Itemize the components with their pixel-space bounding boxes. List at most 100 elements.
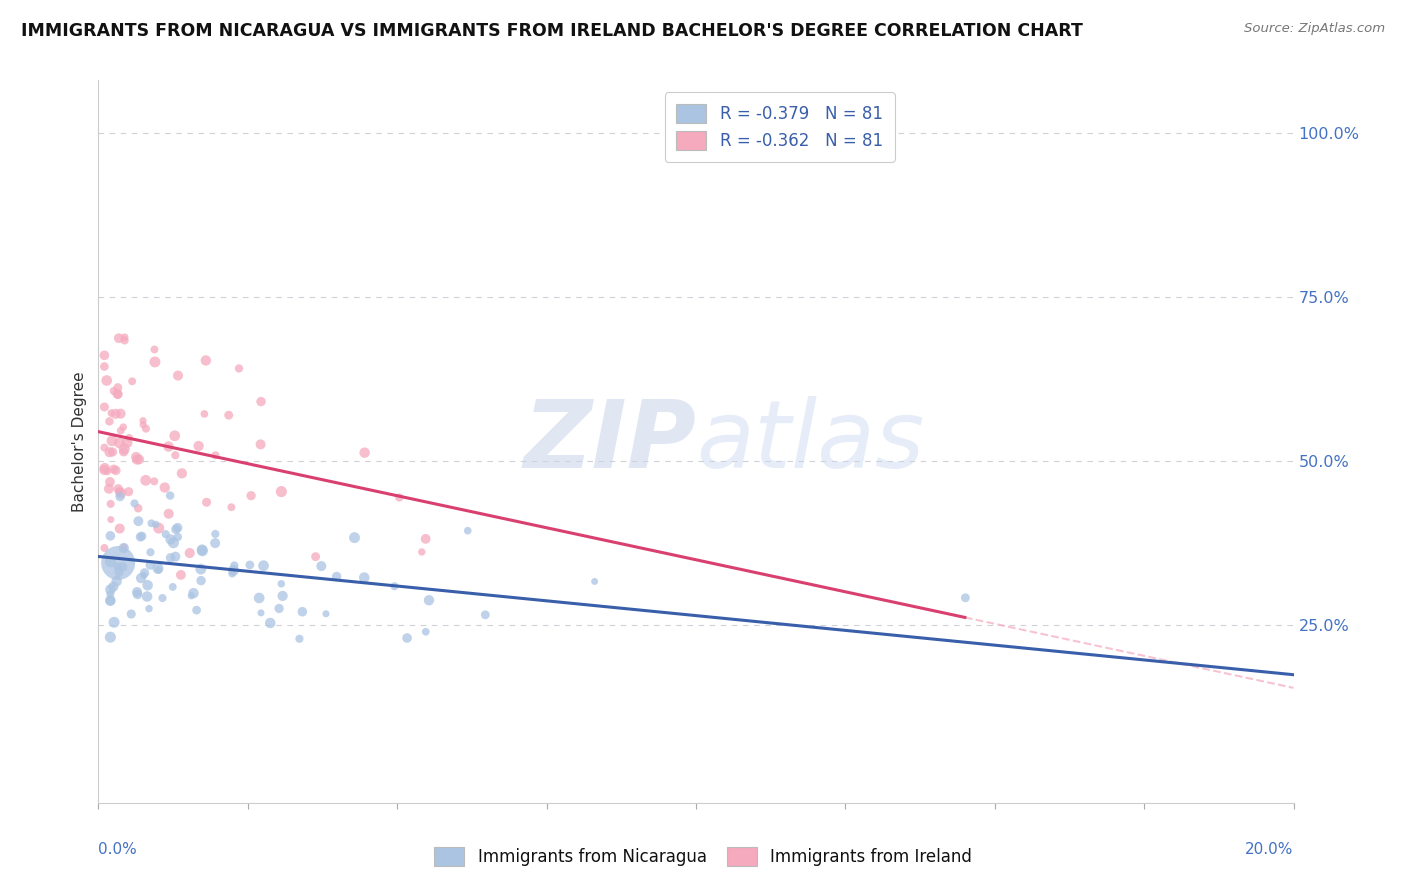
Point xyxy=(108,490,131,504)
Point xyxy=(955,591,977,605)
Point xyxy=(108,484,131,499)
Point xyxy=(143,355,166,369)
Point xyxy=(288,632,311,646)
Point xyxy=(250,394,273,409)
Point xyxy=(239,558,262,572)
Point xyxy=(101,445,124,459)
Point xyxy=(247,591,270,605)
Point xyxy=(104,463,127,477)
Point xyxy=(218,408,240,422)
Point xyxy=(165,549,187,564)
Point xyxy=(141,516,163,531)
Point xyxy=(124,496,146,510)
Point xyxy=(457,524,479,538)
Point xyxy=(112,445,135,459)
Point xyxy=(112,540,135,554)
Point xyxy=(96,465,118,479)
Point xyxy=(114,334,136,348)
Point xyxy=(186,603,208,617)
Point xyxy=(110,486,132,500)
Point xyxy=(118,484,141,499)
Point xyxy=(415,532,437,546)
Point xyxy=(110,424,132,438)
Point xyxy=(93,441,115,455)
Point xyxy=(93,400,115,414)
Point xyxy=(108,522,131,536)
Point xyxy=(107,387,129,401)
Point xyxy=(107,387,129,401)
Point xyxy=(93,348,115,362)
Point xyxy=(194,353,217,368)
Point xyxy=(139,558,162,572)
Point xyxy=(135,473,157,487)
Text: 0.0%: 0.0% xyxy=(98,842,138,856)
Point xyxy=(166,530,188,544)
Point xyxy=(135,421,157,435)
Point xyxy=(129,530,152,544)
Point xyxy=(101,434,124,448)
Point xyxy=(136,590,159,604)
Point xyxy=(157,440,180,454)
Point xyxy=(170,467,193,481)
Point xyxy=(162,535,184,549)
Text: atlas: atlas xyxy=(696,396,924,487)
Point xyxy=(291,605,314,619)
Point xyxy=(93,463,115,477)
Text: IMMIGRANTS FROM NICARAGUA VS IMMIGRANTS FROM IRELAND BACHELOR'S DEGREE CORRELATI: IMMIGRANTS FROM NICARAGUA VS IMMIGRANTS … xyxy=(21,22,1083,40)
Point xyxy=(228,361,250,376)
Point xyxy=(98,630,122,644)
Point xyxy=(180,589,202,603)
Point xyxy=(127,501,149,516)
Text: 20.0%: 20.0% xyxy=(1246,842,1294,856)
Point xyxy=(148,563,170,577)
Point xyxy=(139,545,162,559)
Point xyxy=(100,406,122,420)
Point xyxy=(222,563,245,577)
Point xyxy=(107,331,129,345)
Point xyxy=(224,558,246,573)
Point xyxy=(115,435,138,450)
Point xyxy=(127,514,149,528)
Text: Source: ZipAtlas.com: Source: ZipAtlas.com xyxy=(1244,22,1385,36)
Point xyxy=(127,587,149,601)
Point xyxy=(100,497,122,511)
Point xyxy=(98,475,121,489)
Point xyxy=(159,533,181,547)
Point xyxy=(153,481,176,495)
Point xyxy=(221,500,243,515)
Point xyxy=(132,417,155,432)
Point xyxy=(204,448,226,462)
Point xyxy=(132,568,155,582)
Point xyxy=(98,587,122,601)
Point xyxy=(96,374,118,388)
Point xyxy=(98,414,121,428)
Point xyxy=(179,546,201,560)
Point xyxy=(107,482,129,496)
Point xyxy=(315,607,337,621)
Legend: Immigrants from Nicaragua, Immigrants from Ireland: Immigrants from Nicaragua, Immigrants fr… xyxy=(426,838,980,875)
Point xyxy=(114,330,136,344)
Point xyxy=(474,607,496,622)
Point xyxy=(353,445,375,459)
Point xyxy=(98,593,122,607)
Point xyxy=(165,522,187,536)
Point xyxy=(193,407,215,421)
Point xyxy=(388,491,411,505)
Point xyxy=(146,561,169,575)
Point xyxy=(415,624,437,639)
Point xyxy=(118,431,141,445)
Point xyxy=(240,489,263,503)
Point xyxy=(108,436,131,450)
Point xyxy=(145,517,167,532)
Point xyxy=(98,555,122,569)
Point xyxy=(159,489,181,503)
Point xyxy=(100,582,122,597)
Point xyxy=(325,569,347,583)
Point xyxy=(97,482,120,496)
Point xyxy=(98,445,121,459)
Point xyxy=(103,384,125,398)
Point xyxy=(204,527,226,541)
Point xyxy=(93,359,115,374)
Point xyxy=(107,556,129,570)
Point xyxy=(195,495,218,509)
